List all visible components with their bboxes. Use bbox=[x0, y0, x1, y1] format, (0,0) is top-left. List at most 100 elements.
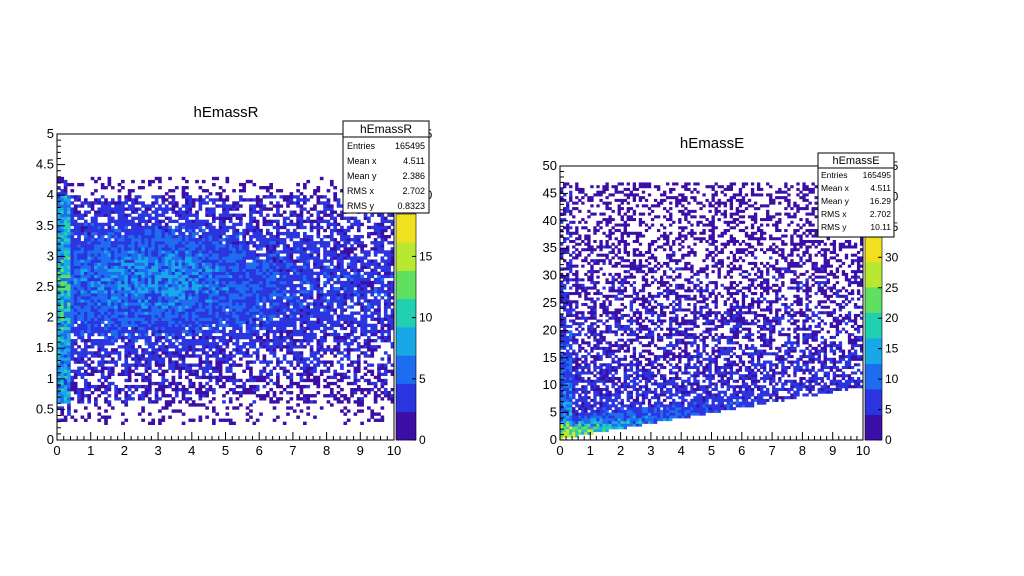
heatmap-cell bbox=[218, 244, 223, 248]
heatmap-cell bbox=[222, 222, 226, 227]
heatmap-cell bbox=[228, 250, 233, 254]
heatmap-cell bbox=[259, 290, 263, 294]
heatmap-cell bbox=[144, 360, 149, 364]
heatmap-cell bbox=[333, 250, 338, 254]
heatmap-cell bbox=[329, 391, 334, 395]
heatmap-cell bbox=[124, 268, 129, 272]
heatmap-cell bbox=[107, 366, 112, 370]
heatmap-cell bbox=[222, 339, 226, 343]
heatmap-cell bbox=[164, 308, 169, 312]
heatmap-cell bbox=[259, 375, 263, 380]
heatmap-cell bbox=[181, 256, 186, 260]
heatmap-cell bbox=[306, 247, 311, 251]
heatmap-cell bbox=[134, 360, 139, 364]
heatmap-cell bbox=[272, 348, 277, 352]
heatmap-cell bbox=[67, 247, 71, 251]
heatmap-cell bbox=[259, 394, 263, 398]
heatmap-cell bbox=[100, 253, 105, 257]
heatmap-cell bbox=[127, 274, 132, 279]
heatmap-cell bbox=[356, 403, 361, 407]
heatmap-cell bbox=[252, 387, 257, 392]
heatmap-cell bbox=[185, 342, 189, 346]
heatmap-cell bbox=[303, 259, 307, 263]
heatmap-cell bbox=[181, 287, 186, 291]
heatmap-cell bbox=[319, 271, 324, 276]
heatmap-cell bbox=[279, 238, 284, 242]
heatmap-cell bbox=[60, 418, 65, 422]
heatmap-cell bbox=[90, 204, 95, 208]
heatmap-cell bbox=[188, 290, 193, 294]
heatmap-cell bbox=[225, 244, 230, 248]
heatmap-cell bbox=[114, 234, 118, 239]
heatmap-cell bbox=[252, 216, 257, 220]
heatmap-cell bbox=[259, 244, 263, 248]
heatmap-cell bbox=[121, 329, 125, 334]
heatmap-cell bbox=[340, 210, 344, 214]
heatmap-cell bbox=[100, 247, 105, 251]
heatmap-cell bbox=[154, 293, 159, 297]
heatmap-cell bbox=[222, 311, 226, 315]
heatmap-cell bbox=[265, 363, 270, 367]
heatmap-cell bbox=[346, 345, 351, 349]
heatmap-cell bbox=[232, 372, 236, 377]
heatmap-cell bbox=[343, 274, 348, 279]
heatmap-cell bbox=[225, 234, 230, 239]
heatmap-cell bbox=[201, 394, 206, 398]
heatmap-cell bbox=[292, 283, 297, 288]
heatmap-cell bbox=[319, 219, 324, 224]
heatmap-cell bbox=[104, 293, 108, 297]
heatmap-cell bbox=[154, 308, 159, 312]
heatmap-cell bbox=[360, 317, 364, 321]
heatmap-cell bbox=[70, 234, 75, 239]
heatmap-cell bbox=[174, 241, 179, 245]
heatmap-cell bbox=[333, 323, 338, 328]
heatmap-cell bbox=[117, 351, 122, 355]
heatmap-cell bbox=[242, 311, 247, 315]
heatmap-cell bbox=[363, 283, 368, 288]
heatmap-cell bbox=[97, 296, 102, 300]
heatmap-cell bbox=[191, 311, 196, 315]
heatmap-cell bbox=[87, 293, 91, 297]
heatmap-cell bbox=[336, 378, 341, 383]
heatmap-cell bbox=[171, 277, 176, 282]
heatmap-cell bbox=[67, 250, 71, 254]
heatmap-cell bbox=[178, 241, 182, 245]
heatmap-cell bbox=[238, 198, 243, 202]
heatmap-cell bbox=[121, 216, 125, 220]
heatmap-cell bbox=[262, 394, 267, 398]
heatmap-cell bbox=[201, 308, 206, 312]
heatmap-cell bbox=[286, 317, 290, 321]
heatmap-cell bbox=[174, 320, 179, 325]
heatmap-cell bbox=[97, 268, 102, 272]
heatmap-cell bbox=[232, 189, 236, 193]
heatmap-cell bbox=[63, 290, 68, 294]
heatmap-cell bbox=[276, 280, 280, 285]
heatmap-cell bbox=[242, 189, 247, 193]
heatmap-cell bbox=[205, 296, 209, 300]
heatmap-cell bbox=[309, 339, 314, 343]
heatmap-cell bbox=[121, 247, 125, 251]
heatmap-cell bbox=[67, 369, 71, 373]
heatmap-cell bbox=[77, 394, 81, 398]
heatmap-cell bbox=[137, 207, 142, 211]
heatmap-cell bbox=[185, 277, 189, 282]
heatmap-cell bbox=[205, 415, 209, 419]
heatmap-cell bbox=[259, 412, 263, 416]
heatmap-cell bbox=[121, 179, 125, 184]
heatmap-cell bbox=[100, 280, 105, 285]
heatmap-cell bbox=[252, 280, 257, 285]
heatmap-cell bbox=[83, 299, 88, 303]
heatmap-cell bbox=[269, 234, 273, 239]
heatmap-cell bbox=[67, 271, 71, 276]
heatmap-cell bbox=[218, 262, 223, 266]
heatmap-cell bbox=[124, 207, 129, 211]
heatmap-cell bbox=[94, 287, 98, 291]
heatmap-cell bbox=[151, 265, 156, 269]
heatmap-cell bbox=[269, 387, 273, 392]
heatmap-cell bbox=[272, 250, 277, 254]
heatmap-cell bbox=[212, 293, 216, 297]
heatmap-cell bbox=[333, 332, 338, 337]
heatmap-cell bbox=[151, 195, 156, 199]
heatmap-cell bbox=[343, 412, 348, 416]
heatmap-cell bbox=[80, 351, 85, 355]
